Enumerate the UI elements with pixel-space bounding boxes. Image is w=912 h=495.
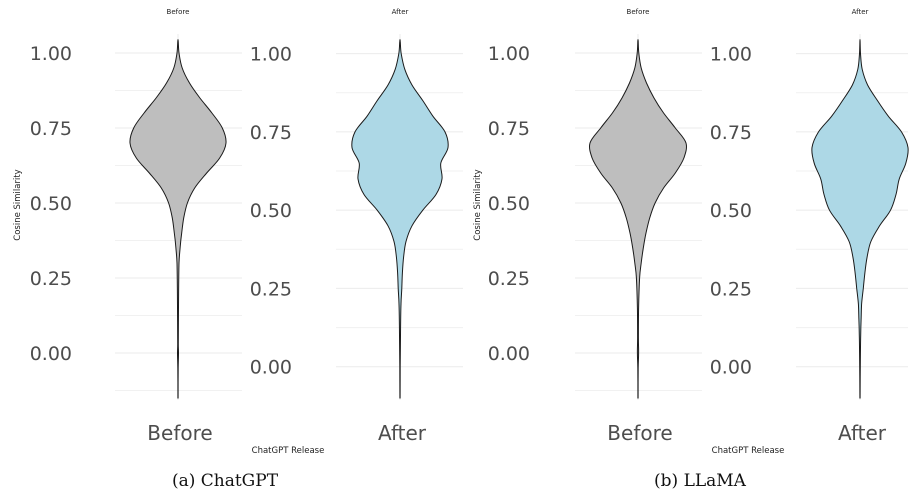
y-tick-label: 0.75 — [488, 118, 530, 140]
y-tick-label: 0.00 — [250, 357, 292, 379]
y-tick-label: 1.00 — [30, 43, 72, 65]
violin-shape — [811, 39, 909, 399]
xlabel-chatgpt: ChatGPT Release — [252, 446, 325, 456]
x-category-label: Before — [147, 421, 212, 445]
violin-shape — [129, 39, 227, 399]
y-tick-label: 0.25 — [250, 278, 292, 300]
y-tick-label: 1.00 — [250, 44, 292, 66]
x-category-label: Before — [607, 421, 672, 445]
y-tick-label: 0.00 — [30, 343, 72, 365]
y-tick-label: 0.50 — [250, 200, 292, 222]
y-tick-label: 0.75 — [250, 122, 292, 144]
violin-shape — [588, 39, 688, 399]
violin-panel-1-0: 0.00 0.25 0.50 0.75 1.00 Before Before — [488, 8, 702, 445]
violin-panel-0-0: 0.00 0.25 0.50 0.75 1.00 Before Before — [30, 8, 242, 445]
y-tick-label: 0.25 — [488, 268, 530, 290]
y-tick-label: 0.25 — [710, 278, 752, 300]
ylabel-chatgpt: Cosine Similarity — [13, 169, 23, 240]
y-tick-label: 0.50 — [710, 200, 752, 222]
y-tick-label: 0.00 — [488, 343, 530, 365]
panel-title: Before — [167, 8, 190, 16]
violin-shape — [351, 39, 449, 399]
y-tick-label: 0.25 — [30, 268, 72, 290]
x-category-label: After — [838, 421, 887, 445]
x-category-label: After — [378, 421, 427, 445]
panel-title: After — [392, 8, 409, 16]
caption-chatgpt: (a) ChatGPT — [172, 471, 279, 491]
violin-panel-0-1: 0.00 0.25 0.50 0.75 1.00 After After — [250, 8, 463, 445]
y-tick-label: 0.75 — [710, 122, 752, 144]
y-tick-label: 0.50 — [30, 193, 72, 215]
y-tick-label: 0.75 — [30, 118, 72, 140]
xlabel-llama: ChatGPT Release — [712, 446, 785, 456]
y-tick-label: 0.50 — [488, 193, 530, 215]
ylabel-llama: Cosine Similarity — [473, 169, 483, 240]
y-tick-label: 0.00 — [710, 357, 752, 379]
y-tick-label: 1.00 — [488, 43, 530, 65]
panel-title: After — [852, 8, 869, 16]
violin-panel-1-1: 0.00 0.25 0.50 0.75 1.00 After After — [710, 8, 909, 445]
caption-llama: (b) LLaMA — [654, 471, 747, 491]
panel-title: Before — [627, 8, 650, 16]
y-tick-label: 1.00 — [710, 44, 752, 66]
